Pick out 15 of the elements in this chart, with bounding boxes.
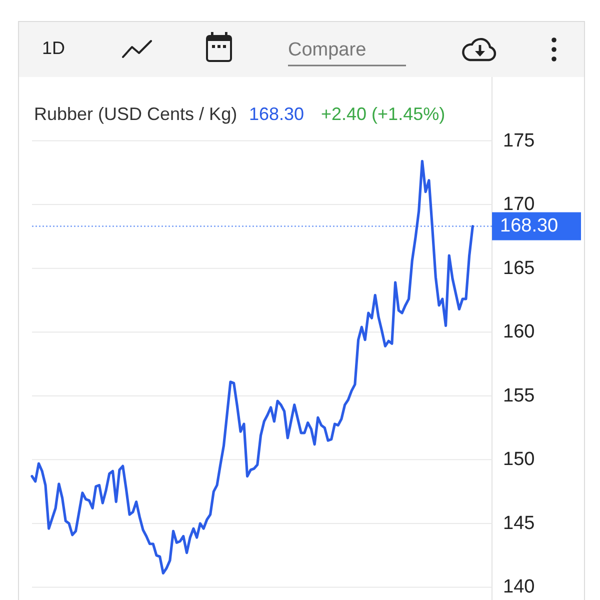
ref-line-label: 168.30 — [500, 216, 558, 237]
y-tick-label: 175 — [503, 130, 535, 152]
y-tick-label: 155 — [503, 385, 535, 406]
annotation: +2.40 (+1.45%) — [321, 104, 446, 124]
annotation: 168.30 — [249, 104, 304, 124]
input-field: Compare — [288, 40, 406, 66]
text: Rubber (USD Cents / Kg) — [34, 104, 238, 124]
y-tick-label: 160 — [503, 322, 535, 343]
y-tick-label: 165 — [503, 258, 535, 279]
y-tick-label: 145 — [503, 512, 535, 534]
text: 1D — [42, 38, 66, 58]
y-tick-label: 140 — [503, 576, 535, 598]
line-series — [30, 160, 474, 575]
y-tick-label: 150 — [503, 449, 535, 470]
y-tick-label: 170 — [503, 194, 535, 216]
